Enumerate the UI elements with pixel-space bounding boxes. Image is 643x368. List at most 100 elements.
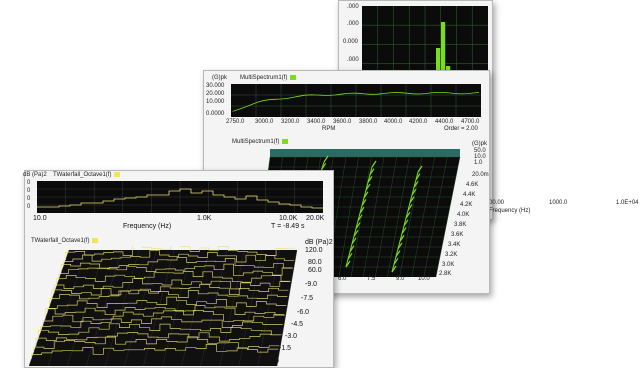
w2-ztick-1: 50.0 xyxy=(474,148,486,154)
grid-line xyxy=(238,249,263,366)
w2-xtick-4: 10.0 xyxy=(418,276,430,282)
waterfall-trace xyxy=(37,323,282,340)
w2-rpm-tick-3: 4.2K xyxy=(460,202,473,208)
w3-ytick-3: 0.000 xyxy=(343,39,359,45)
w2-ztick-3: 1.0 xyxy=(474,160,483,166)
w2-top-xtick-10: 4700.0 xyxy=(461,119,480,125)
waterfall-trace xyxy=(46,296,287,313)
waterfall-trace xyxy=(58,263,292,280)
w1-ztick-3: 60.0 xyxy=(308,267,322,274)
w2-top-order: Order = 2.00 xyxy=(444,126,478,132)
w3-xlabel: Frequency (Hz) xyxy=(489,208,531,214)
rpm-line-plot xyxy=(231,84,481,117)
w2-z-unit: (G)pk xyxy=(472,141,487,147)
waterfall-trace xyxy=(44,305,285,320)
w3-ytick-4: .000 xyxy=(347,57,359,63)
waterfall-trace xyxy=(53,278,290,293)
w2-top-xtick-3: 3200.0 xyxy=(281,119,300,125)
grid-line xyxy=(86,249,122,366)
w1-ztick-2: 80.0 xyxy=(308,259,322,266)
w2-top-ytick-2: 20.000 xyxy=(206,91,225,97)
w2-bottom-title: MultiSpectrum1(f) xyxy=(232,139,289,146)
waterfall-trace xyxy=(65,246,296,260)
w2-top-ytick-1: 30.000 xyxy=(206,83,225,89)
w2-ztick-4: 20.0m xyxy=(472,172,489,178)
grid-line xyxy=(143,249,175,366)
waterfall-trace xyxy=(56,271,291,287)
w1-top-ytick-1: 0 xyxy=(27,180,31,186)
w1-top-xtick-4: 20.0K xyxy=(306,215,325,222)
w2-rpm-tick-1: 4.6K xyxy=(466,182,479,188)
octave-waterfall-3d-plot xyxy=(29,246,297,366)
w1-bottom-legend-swatch xyxy=(92,238,99,243)
w2-rpm-tick-9: 3.0K xyxy=(442,262,455,268)
grid-line xyxy=(124,249,157,366)
grid-line xyxy=(162,249,192,366)
w1-top-unit: dB (Pa)2 xyxy=(23,172,47,178)
w1-ttick-2: -7.5 xyxy=(301,295,314,302)
w2-bottom-title-text: MultiSpectrum1(f) xyxy=(232,139,280,146)
order-ridge xyxy=(391,171,419,273)
w2-rpm-tick-7: 3.4K xyxy=(448,242,461,248)
w2-top-xtick-5: 3600.0 xyxy=(333,119,352,125)
w1-bottom-title: TWaterfall_Octave1(f) xyxy=(31,238,99,245)
w1-bottom-title-text: TWaterfall_Octave1(f) xyxy=(31,238,90,245)
w2-rpm-tick-2: 4.4K xyxy=(463,192,476,198)
w3-ytick-1: .000 xyxy=(347,4,359,10)
w1-ttick-6: -1.5 xyxy=(279,345,292,352)
w2-rpm-tick-8: 3.2K xyxy=(445,252,458,258)
w1-ttick-4: -4.5 xyxy=(291,321,304,328)
w2-top-xtick-8: 4200.0 xyxy=(409,119,428,125)
w2-top-title-text: MultiSpectrum1(f) xyxy=(240,75,288,82)
w3-xtick-2: 1000.0 xyxy=(549,200,568,206)
w2-bottom-legend-swatch xyxy=(282,139,289,144)
w2-top-xtick-9: 4400.0 xyxy=(435,119,454,125)
order-peak xyxy=(417,165,423,173)
w2-rpm-tick-6: 3.6K xyxy=(451,232,464,238)
w2-top-legend-swatch xyxy=(290,75,297,80)
waterfall-trace xyxy=(40,316,283,333)
w1-top-ytick-4: 0 xyxy=(27,204,31,210)
w2-top-xtick-1: 2750.0 xyxy=(226,119,245,125)
grid-line xyxy=(29,249,70,366)
waterfall-trace xyxy=(35,332,281,346)
w1-z-unit: dB (Pa)2 xyxy=(305,239,333,246)
grid-line xyxy=(276,249,297,366)
octave-spectrum-line xyxy=(37,188,323,209)
w1-top-xlabel: Frequency (Hz) xyxy=(123,223,172,230)
w2-xtick-2: 7.5 xyxy=(367,276,376,282)
w3-xtick-3: 1.0E+04 xyxy=(616,200,639,206)
w1-top-ytick-2: 0 xyxy=(27,188,31,194)
w2-xtick-1: 6.0 xyxy=(338,276,347,282)
w2-rpm-tick-4: 4.0K xyxy=(457,212,470,218)
w1-top-xtick-3: 10.0K xyxy=(279,215,298,222)
w1-ttick-1: -9.0 xyxy=(305,281,318,288)
w2-top-ytick-3: 10.000 xyxy=(206,99,225,105)
w1-ttick-3: -6.0 xyxy=(297,309,310,316)
w1-top-xtick-1: 10.0 xyxy=(33,215,47,222)
order-peak xyxy=(371,160,377,168)
w1-top-ytick-3: 0 xyxy=(27,196,31,202)
order-curve xyxy=(232,92,480,112)
w2-top-unit: (G)pk xyxy=(212,75,227,81)
w3-ytick-2: .000 xyxy=(347,21,359,27)
w2-top-xtick-7: 4000.0 xyxy=(384,119,403,125)
w1-ttick-5: -3.0 xyxy=(285,333,298,340)
w2-top-title: MultiSpectrum1(f) xyxy=(240,75,297,82)
waterfall-back-wall xyxy=(270,149,460,157)
waterfall-trace xyxy=(62,250,295,267)
w2-top-ytick-4: 0.0000 xyxy=(206,111,225,117)
w1-top-xtick-2: 1.0K xyxy=(197,215,212,222)
w1-top-legend-swatch xyxy=(114,172,121,177)
waterfall-trace xyxy=(31,344,279,359)
w2-xtick-3: 9.0 xyxy=(396,276,405,282)
octave-waterfall-window: dB (Pa)2 TWaterfall_Octave1(f) 0 0 0 0 1… xyxy=(23,170,334,368)
w2-top-xtick-2: 3000.0 xyxy=(255,119,274,125)
waterfall-trace xyxy=(49,289,288,307)
grid-line xyxy=(105,249,140,366)
w1-top-t: T = -8.49 s xyxy=(271,223,305,230)
order-ridge xyxy=(345,166,373,268)
waterfall-floor xyxy=(29,250,297,366)
w2-ztick-2: 10.0 xyxy=(474,154,486,160)
w2-rpm-tick-10: 2.8K xyxy=(439,271,452,277)
